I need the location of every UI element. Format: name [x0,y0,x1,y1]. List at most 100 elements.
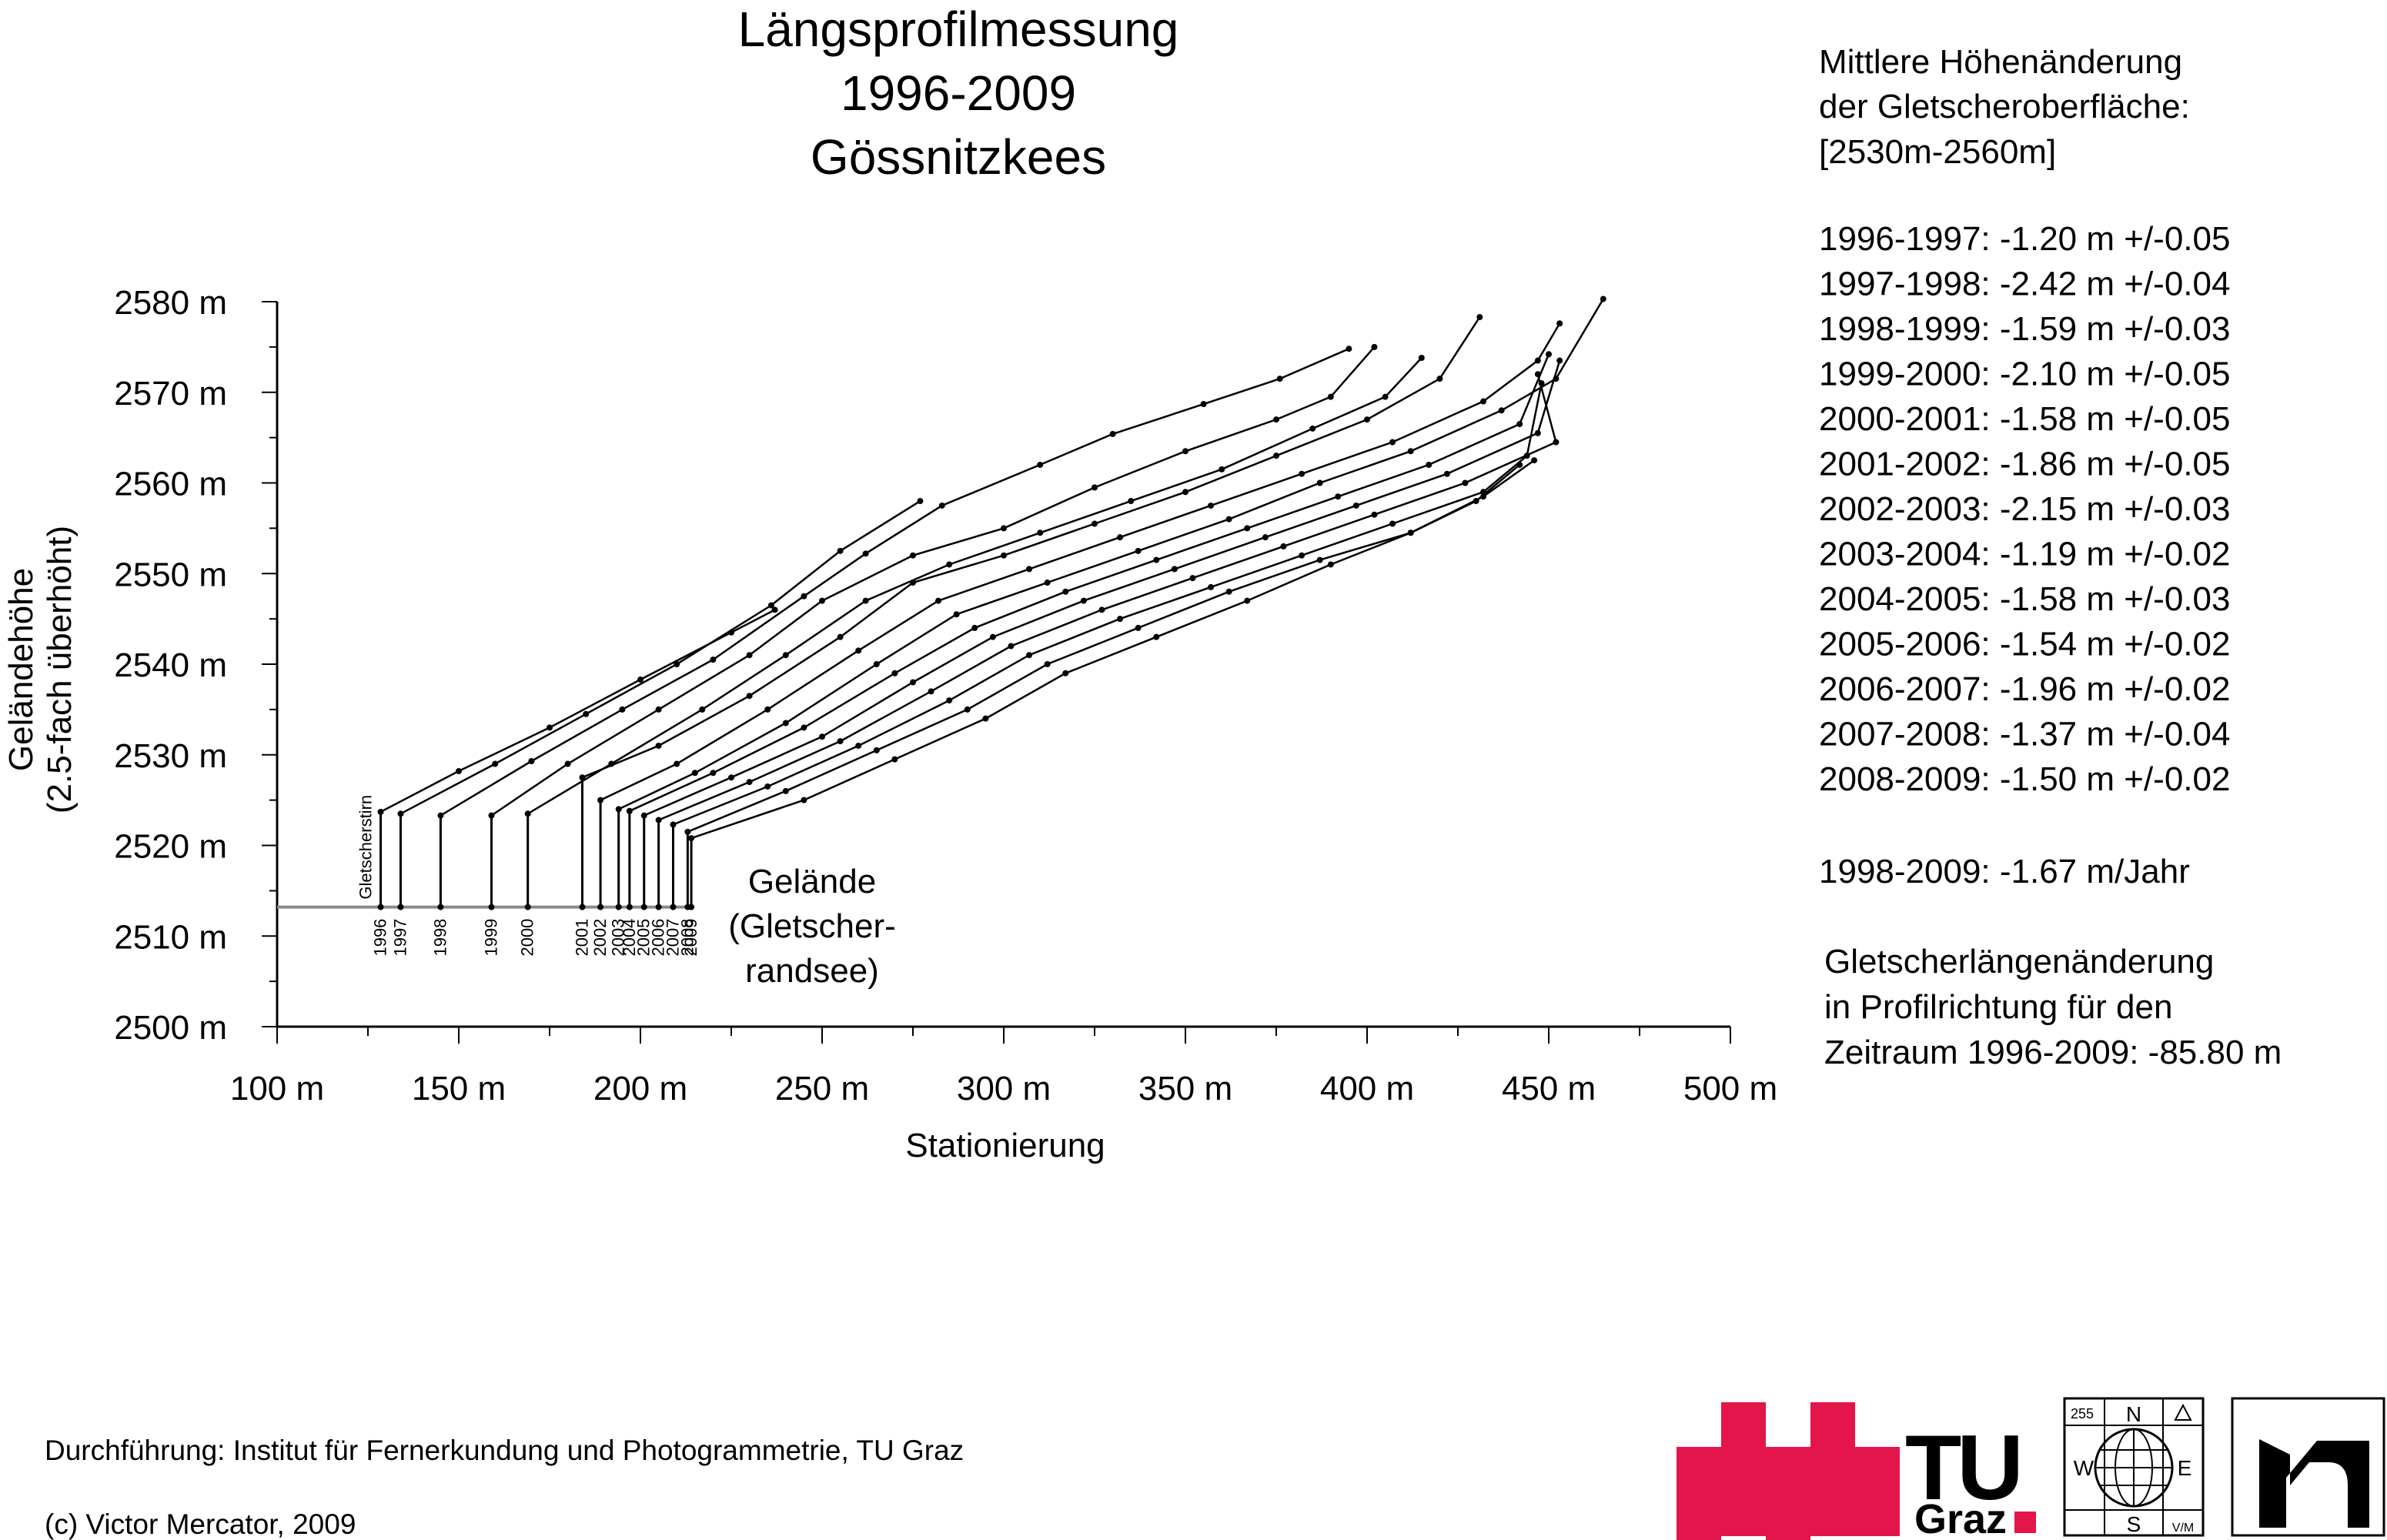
front-point-1996 [377,904,384,910]
profile-point [1389,439,1396,446]
profile-point [1556,320,1563,327]
tu-graz-logo-blocks [1677,1402,1900,1540]
profile-point [1117,616,1124,623]
length-change-2: in Profilrichtung für den [1824,988,2172,1026]
profile-point [782,787,789,794]
tu-logo-block [1721,1402,1766,1447]
profile-line-2005 [644,360,1561,817]
profile-point [1538,379,1545,386]
y-axis-label: Geländehöhe (2.5-fach überhöht) [2,526,79,813]
profile-point [1135,547,1142,554]
profile-point [1153,633,1160,640]
year-label-1998: 1998 [430,919,450,957]
profile-point [1208,583,1215,590]
profile-point [1309,425,1316,432]
title-line-3: Gössnitzkees [811,129,1106,185]
profile-line-2001 [582,316,1481,779]
profile-line-1998 [440,348,1349,817]
tu-logo-block [1810,1492,1855,1536]
profile-point [699,706,706,713]
profile-point [964,706,971,713]
year-label-2005: 2005 [634,919,654,957]
profile-point [528,757,535,764]
profile-point [1062,670,1069,676]
height-change-item: 2005-2006: -1.54 m +/-0.02 [1819,626,2230,663]
y-tick-label: 2500 m [114,1009,227,1047]
profile-point [1316,479,1323,486]
profile-point [1531,457,1538,464]
profile-point [855,647,862,654]
profile-line-2000 [527,357,1423,815]
profile-point [891,756,898,763]
year-label-2006: 2006 [649,919,668,957]
profile-point [626,807,633,814]
y-tick-label: 2550 m [114,556,227,593]
profile-point [1189,575,1196,582]
profile-point [684,828,691,835]
front-point-2007 [670,904,677,910]
year-label-2004: 2004 [620,919,639,957]
profile-point [1352,502,1359,509]
profile-point [579,774,586,781]
profile-point [1219,466,1225,473]
profile-point [1026,566,1033,573]
series-2007 [670,379,1545,910]
profile-point [1299,470,1305,477]
height-change-item: 2004-2005: -1.58 m +/-0.03 [1819,580,2230,618]
x-tick-label: 250 m [775,1070,869,1107]
profile-point [615,806,622,813]
front-label: Gletscherstirn [356,795,376,900]
profile-point [837,738,844,745]
profile-line-1999 [490,346,1376,817]
profile-point [1327,393,1334,400]
series-1996 [377,606,778,910]
profile-point [982,715,989,722]
profile-point [437,812,444,819]
profile-point [989,633,996,640]
x-tick-label: 150 m [412,1070,506,1107]
profile-point [1443,470,1450,477]
profile-point [1407,448,1414,455]
profile-point [862,550,869,557]
globe-icon [2094,1428,2174,1508]
height-change-item: 2008-2009: -1.50 m +/-0.02 [1819,760,2230,798]
profile-point [1534,429,1541,436]
profile-point [492,760,499,767]
series-2009 [688,461,1523,910]
profile-point [619,706,626,713]
title-line-1: Längsprofilmessung [738,2,1179,57]
profile-point [377,808,384,815]
profile-point [1037,529,1044,536]
profile-point [655,817,662,823]
profile-point [1109,430,1116,437]
profile-line-2004 [629,353,1550,812]
profile-point [1044,661,1051,667]
front-point-2001 [579,904,586,910]
profile-point [488,812,495,819]
info-heading-3: [2530m-2560m] [1819,133,2056,171]
terrain-label-line-2: (Gletscher- [728,907,896,945]
profile-line-2007 [673,382,1543,826]
profile-point [910,580,916,586]
tu-logo-block [1766,1492,1810,1536]
profile-point [971,624,978,631]
y-tick-label: 2520 m [114,828,227,866]
profile-point [1534,371,1541,378]
profile-point [1092,484,1098,491]
profile-point [710,770,717,777]
series-2006 [655,371,1560,910]
profile-point [1182,448,1188,455]
front-point-2002 [597,904,604,910]
height-change-item: 1997-1998: -2.42 m +/-0.04 [1819,266,2230,303]
profile-point [1382,393,1389,400]
length-change-3: Zeitraum 1996-2009: -85.80 m [1824,1034,2282,1071]
profile-point [1280,543,1287,550]
tu-logo-block [1855,1492,1900,1536]
profile-point [1516,420,1523,427]
profile-point [855,742,862,749]
profile-line-1997 [400,500,921,815]
height-change-item: 2002-2003: -2.15 m +/-0.03 [1819,490,2230,528]
year-label-2007: 2007 [663,919,682,957]
profile-point [1153,556,1160,563]
